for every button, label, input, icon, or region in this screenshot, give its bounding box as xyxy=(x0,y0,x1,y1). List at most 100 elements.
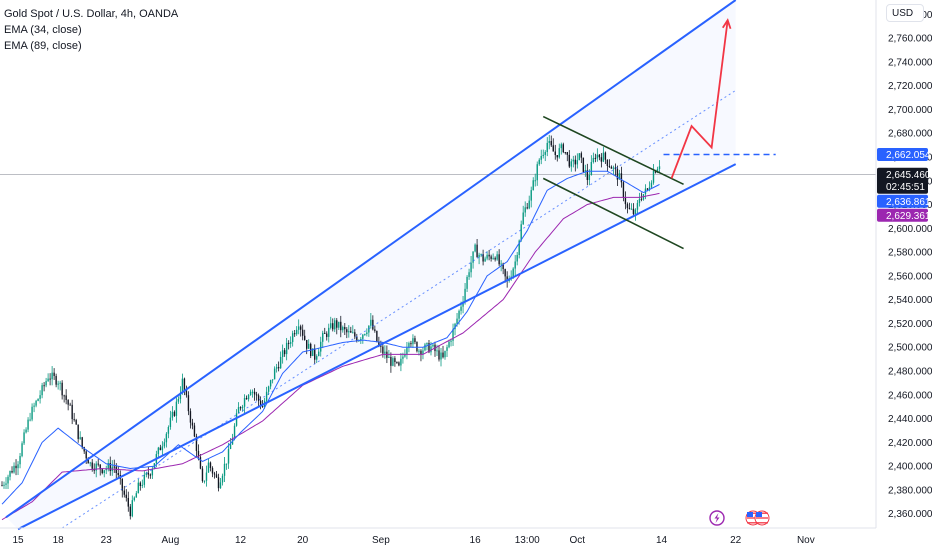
candle-body xyxy=(316,356,318,360)
candle-body xyxy=(468,272,470,277)
candle-body xyxy=(121,478,123,491)
candle-body xyxy=(430,346,432,353)
candle-body xyxy=(328,327,330,337)
candle-body xyxy=(530,190,532,201)
ema-34-line xyxy=(1,170,660,505)
candle-body xyxy=(259,400,262,407)
candle-body xyxy=(542,154,544,156)
candle-body xyxy=(656,169,659,173)
drawings[interactable] xyxy=(5,0,776,531)
price-tick-label: 2,420.000 xyxy=(888,438,932,449)
candle-body xyxy=(175,401,178,416)
time-tick-label: 12 xyxy=(235,535,247,546)
flag-upper-line[interactable] xyxy=(542,115,684,186)
ema-89-legend[interactable]: EMA (89, close) xyxy=(4,40,82,52)
candle-body xyxy=(207,462,210,473)
candle-body xyxy=(243,398,246,407)
candle-body xyxy=(538,159,540,165)
currency-button[interactable]: USD xyxy=(886,4,924,22)
candle-body xyxy=(89,462,91,464)
candle-body xyxy=(25,429,27,433)
candle-body xyxy=(141,484,144,486)
candle-body xyxy=(3,484,5,486)
candle-body xyxy=(61,382,63,396)
candle-body xyxy=(183,378,186,391)
symbol-title[interactable]: Gold Spot / U.S. Dollar, 4h, OANDA xyxy=(4,8,179,20)
candle-body xyxy=(594,157,597,159)
candle-body xyxy=(410,343,412,345)
lightning-icon[interactable] xyxy=(709,510,725,526)
candle-body xyxy=(420,350,422,355)
candle-body xyxy=(129,506,131,517)
candle-body xyxy=(448,341,450,348)
candle-body xyxy=(189,411,192,423)
candle-body xyxy=(117,473,119,475)
candle-body xyxy=(350,331,352,333)
candle-body xyxy=(179,392,182,399)
candle-body xyxy=(388,356,390,358)
event-icons[interactable] xyxy=(709,510,770,526)
candle-body xyxy=(237,407,240,414)
candle-body xyxy=(157,447,160,455)
candle-body xyxy=(149,474,152,476)
candle-body xyxy=(602,152,605,162)
candle-body xyxy=(69,404,71,406)
ema-34-legend[interactable]: EMA (34, close) xyxy=(4,24,82,36)
candle-body xyxy=(215,474,218,478)
candle-body xyxy=(516,254,518,262)
candle-body xyxy=(478,254,480,258)
candle-body xyxy=(105,468,107,471)
candle-body xyxy=(526,207,528,209)
candle-body xyxy=(634,209,637,215)
candle-body xyxy=(39,395,41,399)
time-axis[interactable]: 15 18 23 Aug 12 20 Sep 16 13:00 Oct 14 22 Nov xyxy=(12,535,814,546)
time-tick-label: 23 xyxy=(101,535,113,546)
candle-body xyxy=(522,212,524,225)
candle-body xyxy=(273,368,276,380)
candle-body xyxy=(618,173,621,180)
candle-body xyxy=(221,475,224,483)
candle-body xyxy=(203,480,206,482)
channel-upper-line[interactable] xyxy=(5,0,737,519)
candle-body xyxy=(285,342,288,355)
candle-body xyxy=(502,263,504,270)
candle-body xyxy=(287,342,290,344)
candle-body xyxy=(396,362,398,364)
candle-body xyxy=(197,450,200,458)
candle-body xyxy=(53,372,55,376)
candle-body xyxy=(390,356,392,366)
candle-body xyxy=(658,166,661,170)
candle-body xyxy=(422,350,424,355)
channel-median-line[interactable] xyxy=(61,89,736,529)
channel-lower-line[interactable] xyxy=(17,163,737,531)
candle-body xyxy=(21,443,23,457)
candle-body xyxy=(624,197,627,205)
us-flag-icon[interactable] xyxy=(754,510,770,526)
candle-body xyxy=(506,276,508,282)
candle-body xyxy=(512,268,514,277)
candle-body xyxy=(352,332,354,334)
candle-body xyxy=(71,404,73,420)
candle-body xyxy=(91,462,93,469)
flag-lower-line[interactable] xyxy=(542,177,684,250)
candle-body xyxy=(340,321,342,331)
candle-body xyxy=(99,464,101,470)
candle-body xyxy=(305,340,308,349)
candle-body xyxy=(332,323,334,330)
price-tick-label: 2,580.000 xyxy=(888,248,932,259)
candle-body xyxy=(303,335,306,341)
candle-body xyxy=(426,342,428,345)
candle-body xyxy=(348,331,350,333)
candle-body xyxy=(195,436,198,451)
candle-body xyxy=(438,350,440,360)
candle-body xyxy=(600,157,603,162)
candle-body xyxy=(442,352,444,358)
candle-body xyxy=(484,258,486,262)
price-tick-label: 2,540.000 xyxy=(888,295,932,306)
target-price-tag xyxy=(877,148,928,162)
candle-body xyxy=(159,447,162,451)
projection-path[interactable] xyxy=(670,20,729,179)
candle-body xyxy=(400,358,402,366)
candle-body xyxy=(588,174,591,180)
